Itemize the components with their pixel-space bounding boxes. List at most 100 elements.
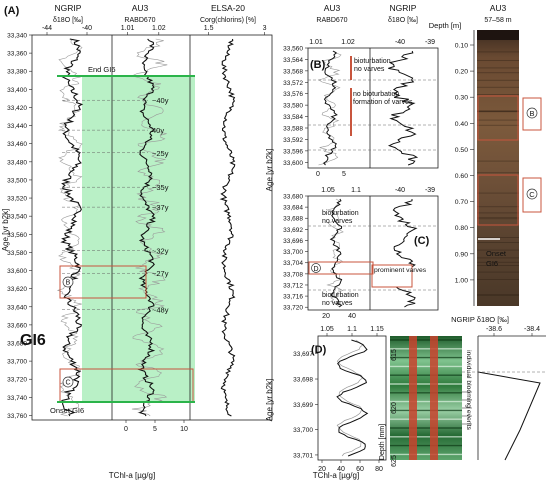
core-title: AU3 [490,3,507,13]
b-au3-unit: RABD670 [316,17,347,24]
varve-red-bar-1 [409,336,417,460]
d-right-tick-label: -38.6 [486,326,502,333]
elsa-title: ELSA-20 [211,3,245,13]
box-marker-circle [62,376,74,388]
c-top-tick-label: 1.1 [351,187,361,194]
b-age-tick-label: 33,600 [283,160,303,167]
age-tick-label: 33,540 [7,214,27,221]
c-age-tick-label: 33,692 [283,227,303,234]
age-tick-label: 33,700 [7,359,27,366]
au3-unit: RABD670 [124,17,155,24]
elsa-series [219,38,236,417]
d-age-label: Age [yr b2k] [265,379,274,422]
top-tick-label: 1.02 [152,25,166,32]
c-bottom-tick-label: 20 [322,313,330,320]
age-tick-label: 33,720 [7,377,27,384]
c-annot-2: no varves [322,218,353,225]
b-annot-4: formation of varves [353,99,413,106]
core-depth-tick-label: 0.70 [455,199,468,206]
d-age-tick-label: 33,699 [293,402,313,409]
top-tick-label: -44 [42,25,52,32]
b-bottom-tick-label: 5 [342,171,346,178]
b-au3-title: AU3 [324,3,341,13]
c-annot-5: no varves [322,300,353,307]
panel-c-frame [307,195,439,311]
b-top-tick-label: 1.02 [341,39,355,46]
panel-d-label: (D) [311,344,327,356]
varve-red-bar-2 [430,336,438,460]
panel-a-label: (A) [4,5,20,17]
core-depth-tick-label: 0.20 [455,69,468,76]
cycle-label: ~40y [152,96,169,105]
core-box-c [477,174,519,226]
marker-c-frame [522,177,542,213]
core-top-dark [477,30,519,40]
core-depth-tick-label: 1.00 [455,277,468,284]
panel-d: 33,697 33,698 33,699 33,700 33,701 1.05 1.1 1.1… [265,315,546,480]
tchl-label-a: TChl-a [µg/g] [109,471,155,480]
d-series [336,339,369,457]
prominent-varves-box [371,264,413,288]
d-depth-tick-label: 615 [391,349,398,361]
core-depth-tick-label: 0.30 [455,95,468,102]
core-marker-b [526,107,538,119]
cycle-label: ~48y [152,305,169,314]
d-marker-text: D [313,266,318,273]
b-age-tick-label: 33,572 [283,80,303,87]
b-age-tick-label: 33,588 [283,126,303,133]
b-annot-1: bioturbation [354,58,391,65]
c-annot-4: bioturbation [322,292,359,299]
age-tick-label: 33,500 [7,177,27,184]
core-depth-tick-label: 0.60 [455,173,468,180]
age-tick-label: 33,420 [7,105,27,112]
d-right-series [477,371,541,461]
ngrip-series [60,38,84,417]
c-age-tick-label: 33,720 [283,305,303,312]
core-marker-b-text: B [529,109,534,118]
c-age-tick-label: 33,708 [283,271,303,278]
gi6-label: GI6 [20,332,46,349]
d-top-tick-label: 1.05 [320,326,334,333]
b-ngrip-series [387,50,419,166]
cycle-label: ~25y [152,149,169,158]
core-depth-tick-label: 0.80 [455,225,468,232]
c-top-tick-label: -40 [395,187,405,194]
d-tchl-label: TChl-a [µg/g] [313,471,359,480]
core-onset-label-1: Onset [486,249,507,258]
c-age-tick-label: 33,680 [283,194,303,201]
box-marker-circle [62,276,74,288]
c-age-tick-label: 33,704 [283,260,303,267]
core-depth-tick-label: 0.50 [455,147,468,154]
age-tick-label: 33,440 [7,123,27,130]
b-red-marker-2 [350,88,352,136]
core-subtitle: 57–58 m [484,17,511,24]
ngrip-raw-series [56,38,83,417]
box-marker-label: C [65,380,70,387]
age-tick-label: 33,400 [7,87,27,94]
d-depth-label: Depth [mm] [379,424,386,460]
c-annot-1: bioturbation [322,210,359,217]
sediment-core-image [477,30,519,306]
bottom-tick-label: 0 [124,426,128,433]
top-tick-label: 1.5 [204,25,214,32]
d-raw-series [336,339,364,457]
panel-c: 33,680 33,684 33,688 33,692 33,696 33,700 33,7… [283,187,439,320]
b-top-tick-label: 1.01 [309,39,323,46]
cycle-label: ~32y [152,247,169,256]
core-marker-c [526,188,538,200]
age-tick-label: 33,520 [7,196,27,203]
c-annot-3: prominent varves [374,267,427,274]
au3-raw-series [131,38,168,417]
onset-gi6-label: Onset GI6 [50,406,84,415]
top-tick-label: 1.01 [121,25,135,32]
bottom-tick-label: 5 [153,426,157,433]
b-age-tick-label: 33,564 [283,57,303,64]
d-depth-tick-label: 620 [391,402,398,414]
d-depth-tick-label: 625 [391,455,398,467]
c-au3-raw [326,198,344,308]
age-tick-label: 33,560 [7,232,27,239]
b-age-tick-label: 33,560 [283,46,303,53]
age-tick-label: 33,600 [7,268,27,275]
b-ngrip-title: NGRIP [390,3,417,13]
